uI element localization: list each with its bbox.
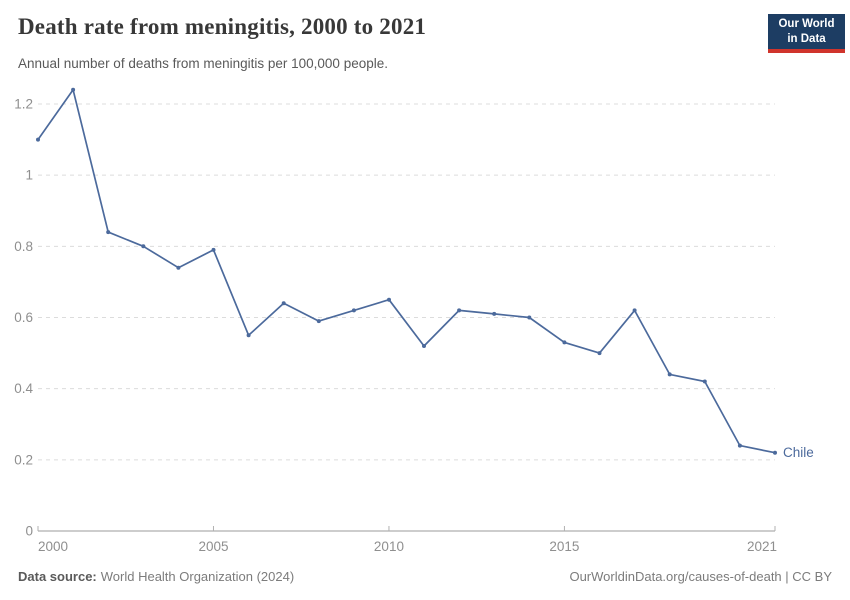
data-point	[597, 351, 602, 356]
data-point	[737, 443, 742, 448]
data-point	[527, 315, 532, 320]
x-tick-label: 2010	[374, 539, 404, 554]
data-point	[562, 340, 567, 345]
data-source-value: World Health Organization (2024)	[100, 569, 295, 584]
logo-line-2: in Data	[787, 33, 826, 46]
data-point	[387, 297, 391, 302]
data-point	[71, 87, 76, 92]
y-tick-label: 0.6	[14, 310, 33, 325]
data-point	[492, 311, 497, 316]
owid-logo[interactable]: Our World in Data	[768, 14, 845, 54]
data-point	[351, 308, 356, 313]
logo-line-1: Our World	[778, 18, 835, 30]
data-point	[667, 372, 672, 377]
chart-subtitle: Annual number of deaths from meningitis …	[18, 56, 388, 71]
y-tick-label: 1	[25, 168, 33, 183]
data-point	[422, 344, 426, 348]
y-tick-label: 0.8	[14, 239, 33, 254]
license-credit[interactable]: OurWorldinData.org/causes-of-death | CC …	[569, 569, 832, 584]
chart-title: Death rate from meningitis, 2000 to 2021	[18, 14, 427, 39]
y-tick-label: 0.2	[14, 452, 33, 467]
series-end-label: Chile	[783, 445, 814, 460]
data-point	[702, 379, 707, 384]
line-chart: 0 0.2 0.4 0.6 0.8 1 1.2 2000 2005 2010 2015 2021 Chi…	[14, 87, 814, 554]
data-point	[457, 308, 462, 313]
x-tick-label: 2000	[38, 539, 68, 554]
data-source-label: Data source:	[18, 569, 97, 584]
data-line	[37, 88, 776, 454]
y-tick-label: 1.2	[14, 97, 33, 112]
data-point	[773, 450, 777, 455]
x-tick-label: 2005	[198, 539, 228, 554]
data-point	[36, 137, 40, 142]
data-point	[141, 244, 146, 249]
x-tick-label: 2015	[549, 539, 579, 554]
y-tick-label: 0	[25, 524, 33, 539]
data-point	[176, 265, 181, 270]
data-source: Data source: World Health Organization (2…	[18, 569, 294, 584]
data-point	[246, 333, 251, 338]
data-point	[281, 301, 286, 306]
data-point	[316, 319, 321, 324]
data-point	[632, 308, 637, 313]
x-tick-label: 2021	[747, 539, 777, 554]
data-point	[211, 247, 216, 252]
y-tick-label: 0.4	[14, 381, 33, 396]
data-point	[106, 230, 111, 235]
